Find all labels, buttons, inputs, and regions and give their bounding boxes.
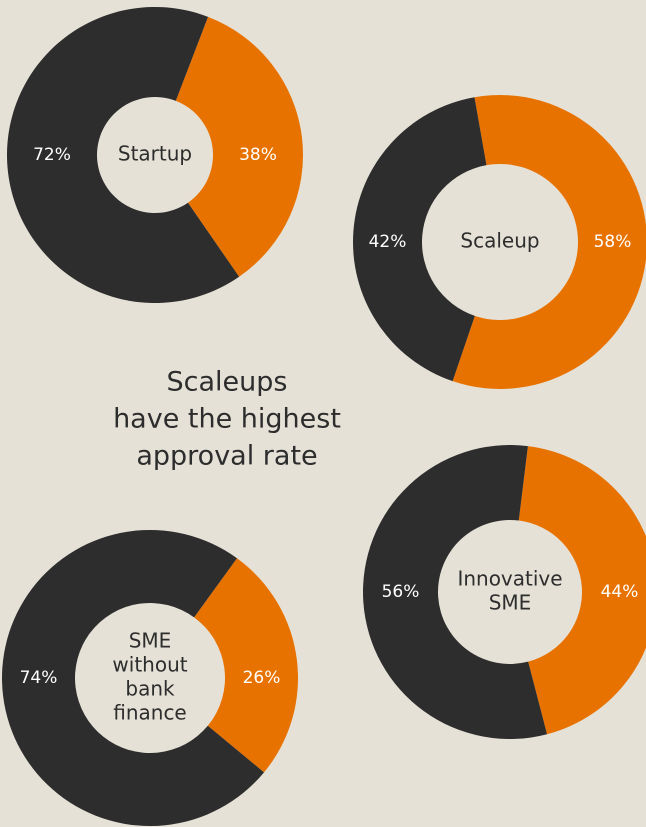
value-label: 44% (601, 582, 639, 602)
donut-title: SME (129, 629, 172, 653)
headline: approval rate (136, 441, 317, 472)
donut-segment (362, 444, 548, 739)
donut-segment (7, 6, 240, 303)
donut-title: without (112, 653, 187, 677)
headline: have the highest (113, 404, 341, 435)
donut-title: Startup (118, 142, 192, 166)
donut-segment (194, 558, 298, 773)
donut-segment (518, 446, 646, 735)
value-label: 26% (243, 668, 281, 688)
donut-segment (2, 530, 265, 826)
donut-segment (353, 97, 487, 382)
donut-title: Scaleup (460, 229, 539, 253)
donut-segment (452, 95, 646, 389)
headline: Scaleups (167, 367, 288, 398)
value-label: 58% (594, 232, 632, 252)
value-label: 72% (33, 145, 71, 165)
donut-segment (175, 16, 303, 277)
donut-title: Innovative (457, 567, 562, 591)
value-label: 56% (382, 582, 420, 602)
donut-title: bank (125, 677, 175, 701)
donut-title: finance (113, 701, 187, 725)
value-label: 74% (20, 668, 58, 688)
value-label: 38% (239, 145, 277, 165)
value-label: 42% (369, 232, 407, 252)
donut-title: SME (489, 591, 532, 615)
